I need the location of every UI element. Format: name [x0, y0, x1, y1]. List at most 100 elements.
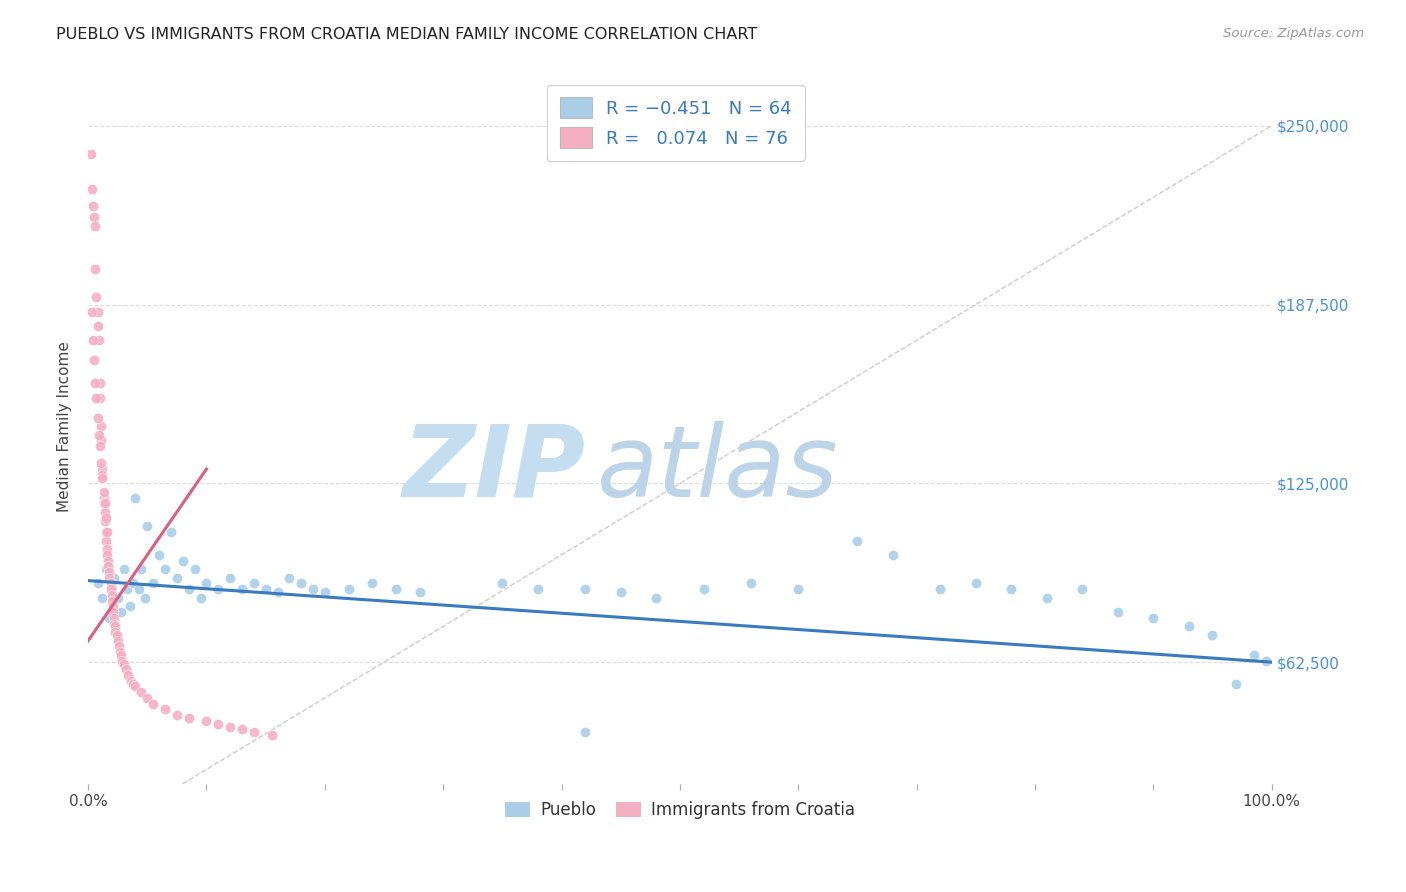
Legend: Pueblo, Immigrants from Croatia: Pueblo, Immigrants from Croatia: [498, 794, 862, 825]
Point: [1107, 605, 1129, 619]
Point: [128, 582, 150, 597]
Point: [87, 427, 110, 442]
Point: [148, 548, 170, 562]
Point: [231, 582, 253, 597]
Point: [100, 582, 122, 597]
Point: [882, 548, 904, 562]
Point: [104, 619, 127, 633]
Point: [91, 467, 114, 482]
Point: [153, 562, 176, 576]
Point: [115, 582, 138, 597]
Point: [574, 582, 596, 597]
Point: [1225, 676, 1247, 690]
Point: [243, 725, 266, 739]
Point: [122, 676, 145, 690]
Point: [1243, 648, 1265, 662]
Point: [361, 576, 384, 591]
Point: [609, 585, 631, 599]
Point: [103, 616, 125, 631]
Point: [117, 668, 139, 682]
Point: [107, 591, 129, 605]
Point: [93, 514, 115, 528]
Point: [1071, 582, 1094, 597]
Point: [136, 690, 159, 705]
Point: [207, 716, 229, 731]
Point: [965, 576, 987, 591]
Point: [93, 484, 115, 499]
Point: [108, 640, 131, 654]
Point: [177, 582, 200, 597]
Point: [91, 591, 114, 605]
Point: [97, 559, 120, 574]
Point: [86, 391, 108, 405]
Point: [96, 542, 118, 557]
Point: [97, 553, 120, 567]
Point: [91, 470, 114, 484]
Point: [101, 582, 124, 597]
Point: [177, 711, 200, 725]
Point: [1142, 611, 1164, 625]
Point: [80, 182, 103, 196]
Point: [89, 376, 111, 391]
Point: [131, 685, 153, 699]
Point: [846, 533, 869, 548]
Point: [84, 219, 107, 233]
Point: [124, 680, 146, 694]
Point: [1254, 654, 1277, 668]
Point: [84, 376, 107, 391]
Point: [96, 548, 118, 562]
Point: [108, 645, 131, 659]
Point: [195, 714, 218, 728]
Point: [93, 491, 115, 505]
Point: [83, 211, 105, 225]
Point: [190, 591, 212, 605]
Point: [110, 605, 132, 619]
Text: ZIP: ZIP: [402, 420, 585, 517]
Point: [243, 576, 266, 591]
Point: [86, 410, 108, 425]
Point: [124, 491, 146, 505]
Text: Source: ZipAtlas.com: Source: ZipAtlas.com: [1223, 27, 1364, 40]
Point: [98, 571, 121, 585]
Point: [90, 419, 112, 434]
Point: [90, 434, 112, 448]
Point: [118, 599, 141, 614]
Point: [692, 582, 714, 597]
Point: [94, 510, 117, 524]
Point: [93, 505, 115, 519]
Point: [1035, 591, 1057, 605]
Point: [266, 585, 288, 599]
Point: [134, 591, 156, 605]
Point: [120, 673, 142, 688]
Point: [122, 576, 145, 591]
Point: [160, 524, 183, 539]
Point: [82, 199, 104, 213]
Point: [112, 657, 135, 671]
Point: [101, 599, 124, 614]
Point: [87, 334, 110, 348]
Point: [314, 585, 336, 599]
Point: [740, 576, 762, 591]
Point: [131, 562, 153, 576]
Point: [105, 628, 128, 642]
Point: [142, 697, 165, 711]
Point: [83, 353, 105, 368]
Point: [166, 571, 188, 585]
Point: [111, 654, 134, 668]
Point: [93, 496, 115, 510]
Point: [142, 576, 165, 591]
Point: [94, 533, 117, 548]
Point: [408, 585, 430, 599]
Point: [183, 562, 205, 576]
Point: [98, 565, 121, 579]
Point: [86, 576, 108, 591]
Point: [787, 582, 810, 597]
Point: [86, 304, 108, 318]
Point: [89, 439, 111, 453]
Point: [136, 519, 159, 533]
Point: [89, 391, 111, 405]
Point: [103, 571, 125, 585]
Point: [337, 582, 360, 597]
Point: [112, 562, 135, 576]
Point: [254, 582, 277, 597]
